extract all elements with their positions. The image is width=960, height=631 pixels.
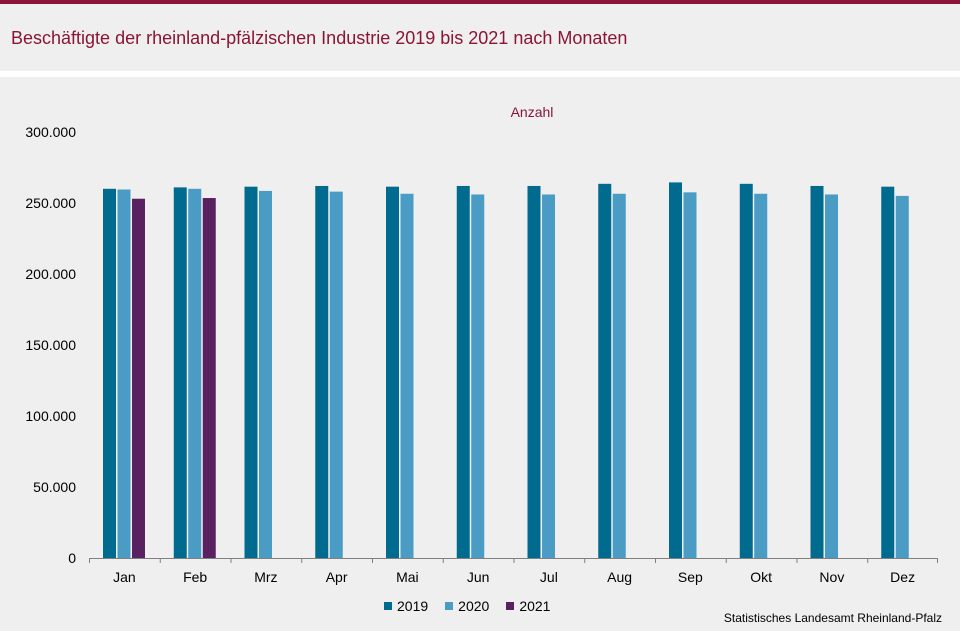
bar-2020-dez (895, 195, 909, 558)
y-tick-label: 300.000 (25, 124, 76, 140)
x-tick-label: Nov (819, 569, 844, 585)
y-tick-label: 250.000 (25, 195, 76, 211)
x-tick-label: Jun (467, 569, 490, 585)
bar-2019-nov (810, 185, 824, 558)
y-tick-label: 150.000 (25, 337, 76, 353)
bar-2019-feb (173, 187, 187, 558)
bar-2020-mrz (259, 190, 272, 558)
legend-swatch (384, 602, 392, 610)
bar-2021-feb (202, 198, 216, 558)
bar-2019-dez (881, 186, 895, 559)
x-tick-label: Sep (678, 569, 703, 585)
bar-2019-jun (456, 185, 470, 558)
legend-item-2020: 2020 (445, 598, 489, 614)
bar-2019-apr (315, 185, 329, 558)
x-tick-label: Jan (113, 569, 136, 585)
y-tick-label: 100.000 (25, 408, 76, 424)
divider (0, 71, 960, 77)
bar-2020-feb (188, 188, 202, 559)
bar-2020-jan (117, 189, 131, 558)
legend-label: 2021 (519, 598, 551, 614)
legend-label: 2019 (397, 598, 429, 614)
legend-swatch (445, 602, 454, 610)
header: Beschäftigte der rheinland-pfälzischen I… (0, 4, 960, 71)
x-tick-label: Jul (540, 569, 558, 585)
x-tick-label: Feb (183, 569, 207, 585)
bar-2019-jul (527, 185, 541, 558)
legend-item-2021: 2021 (506, 598, 550, 614)
y-tick-label: 200.000 (25, 266, 76, 282)
bar-2019-mrz (244, 186, 258, 559)
x-tick-label: Dez (890, 569, 915, 585)
bar-2020-aug (612, 193, 626, 558)
y-tick-label: 50.000 (33, 479, 76, 495)
bar-2021-jan (132, 198, 145, 559)
bar-2019-sep (669, 182, 682, 558)
x-tick-label: Aug (607, 569, 632, 585)
x-tick-label: Okt (750, 569, 772, 585)
bar-2020-apr (329, 191, 343, 558)
bar-2020-jun (471, 194, 485, 559)
bar-2019-mai (386, 186, 399, 559)
top-accent-bar (0, 0, 960, 4)
bar-2019-aug (598, 183, 612, 558)
chart-title: Beschäftigte der rheinland-pfälzischen I… (11, 28, 628, 48)
legend: 2019 2020 2021 (384, 598, 567, 614)
legend-item-2019: 2019 (384, 598, 428, 614)
unit-label: Anzahl (511, 104, 554, 120)
y-axis-ticks: 0 50.000 100.000 150.000 200.000 250.000 300.0… (25, 124, 76, 566)
bar-2020-nov (825, 194, 838, 559)
x-tick-label: Mrz (254, 569, 277, 585)
x-tick-label: Mai (396, 569, 419, 585)
bar-2020-sep (683, 192, 697, 558)
legend-label: 2020 (458, 598, 490, 614)
legend-swatch (506, 602, 515, 610)
y-tick-label: 0 (68, 550, 76, 566)
x-axis-ticks: Jan Feb Mrz Apr Mai Jun Jul Aug Sep Okt Nov Dez (89, 558, 938, 585)
bar-2020-jul (542, 194, 555, 559)
x-tick-label: Apr (326, 569, 348, 585)
bar-2020-okt (754, 193, 768, 558)
bar-2019-jan (103, 188, 116, 559)
source-note: Statistisches Landesamt Rheinland-Pfalz (723, 611, 942, 625)
bars (103, 182, 909, 559)
bar-2019-okt (739, 183, 753, 558)
bar-2020-mai (400, 193, 414, 558)
